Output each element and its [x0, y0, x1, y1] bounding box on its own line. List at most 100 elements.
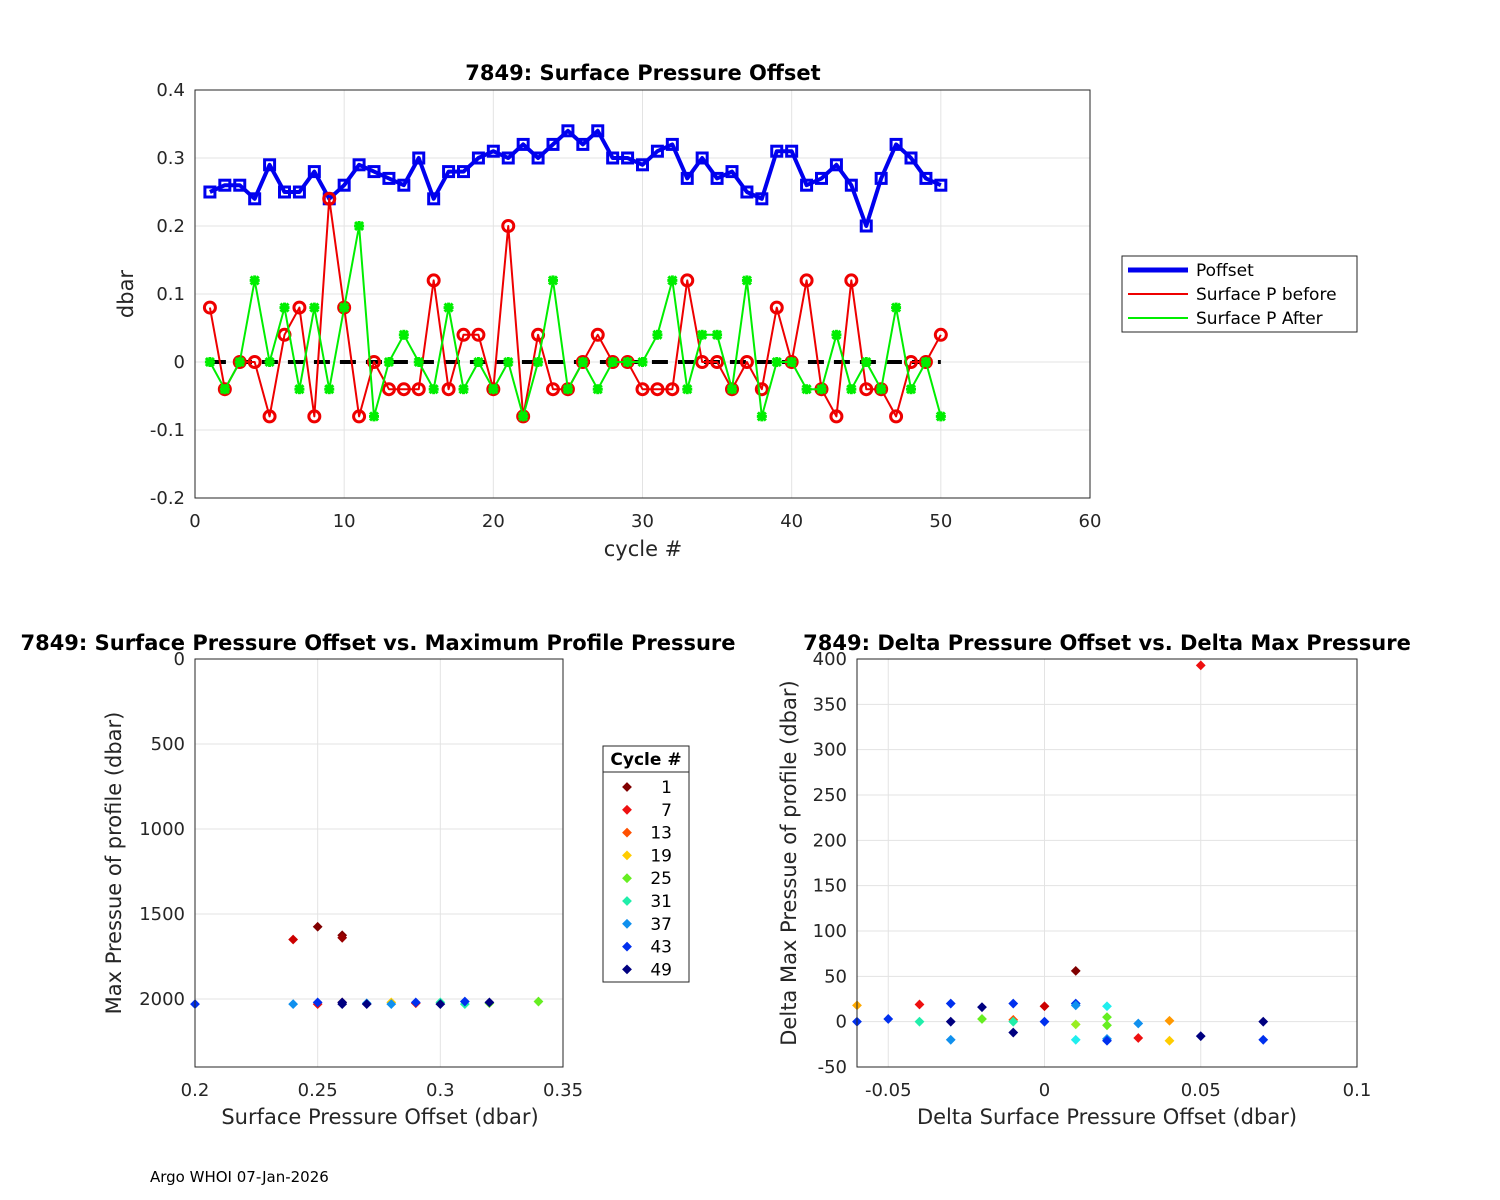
x-tick-label: 20	[482, 511, 505, 532]
surface-p-before-marker	[367, 355, 381, 369]
legend-marker	[622, 804, 632, 815]
y-axis-label: Max Pressue of profile (dbar)	[102, 712, 126, 1015]
surface-p-after-marker	[204, 356, 215, 368]
points	[852, 660, 1269, 1046]
surface-p-after-marker	[920, 356, 931, 368]
scatter-point	[945, 1016, 956, 1027]
marker-stroke	[309, 302, 320, 313]
legend-label-poffset: Poffset	[1196, 261, 1254, 281]
scatter-point	[1070, 1034, 1081, 1045]
poffset-marker	[859, 219, 873, 233]
poffset-marker	[844, 178, 858, 192]
surface-p-after-marker	[354, 220, 365, 232]
scatter-point	[1070, 965, 1081, 976]
points	[190, 921, 544, 1010]
legend-entry-label: 31	[650, 892, 672, 912]
surface-p-after-marker	[562, 384, 573, 395]
surface-p-after-marker	[488, 384, 499, 395]
marker-stroke	[697, 329, 708, 340]
x-tick-label: 0.25	[298, 1080, 338, 1101]
tick-labels: 0 10 20 30 40 50 60 -0.2 -0.1 0 0.1 0.2 0.3 0.4	[150, 80, 1102, 532]
axes-box	[856, 658, 1358, 1068]
surface-p-after-marker	[279, 302, 290, 313]
marker-stroke	[547, 275, 559, 286]
surface-p-after-marker	[249, 275, 260, 286]
surface-p-after-marker	[816, 384, 827, 395]
surface-p-after-marker	[905, 384, 917, 395]
marker-stroke	[592, 384, 603, 395]
legend-entry-label: 13	[650, 824, 672, 844]
surface-p-before-marker	[829, 409, 844, 424]
surface-p-before-marker	[501, 219, 516, 233]
y-tick-label: 0.1	[156, 284, 185, 305]
surface-pressure-offset-chart: 0 10 20 30 40 50 60 -0.2 -0.1 0 0.1 0.2 0.3 0.4 7849:…	[114, 61, 1358, 561]
poffset-marker	[427, 192, 441, 206]
poffset-marker	[218, 178, 232, 192]
poffset-marker	[486, 144, 500, 158]
poffset-marker	[874, 171, 888, 185]
poffset-marker	[665, 137, 679, 151]
x-axis-label: Delta Surface Pressure Offset (dbar)	[917, 1105, 1297, 1129]
marker-stroke	[503, 356, 514, 368]
surface-p-after-marker	[607, 356, 618, 368]
surface-p-after-marker	[846, 384, 857, 395]
legend-box	[602, 745, 690, 983]
legend-label-before: Surface P before	[1196, 285, 1337, 305]
surface-p-before-marker	[650, 382, 665, 397]
poffset-marker	[636, 158, 649, 172]
surface-p-after-marker	[428, 384, 439, 395]
poffset-marker	[307, 165, 321, 179]
y-tick-label: 50	[824, 966, 847, 987]
y-tick-label: 0	[836, 1012, 847, 1033]
poffset-marker	[800, 178, 814, 192]
poffset-marker	[233, 178, 247, 192]
scatter-point	[1133, 1033, 1144, 1043]
surface-p-before-marker	[665, 382, 680, 397]
marker-stroke	[488, 384, 499, 395]
surface-p-after-marker	[398, 329, 409, 340]
poffset-marker	[650, 144, 664, 158]
marker-stroke	[458, 384, 469, 395]
surface-p-before-marker	[799, 273, 814, 288]
x-axis-label: Surface Pressure Offset (dbar)	[221, 1105, 538, 1129]
surface-p-before-marker	[516, 409, 531, 424]
x-tick-label: 0.3	[426, 1080, 455, 1101]
poffset-marker	[621, 151, 635, 165]
marker-stroke	[637, 356, 648, 368]
tick-labels: -0.05 0 0.05 0.1 -50 0 50 100 150 200 250 300 350 400	[813, 649, 1372, 1101]
marker-stroke	[413, 356, 424, 368]
scatter-point	[1258, 1034, 1269, 1045]
surface-p-before-marker	[710, 355, 725, 369]
marker-stroke	[294, 384, 305, 395]
legend-marker	[622, 873, 632, 884]
marker-stroke	[234, 356, 245, 368]
y-tick-label: 0	[174, 352, 185, 373]
scatter-point	[410, 997, 421, 1008]
marker-stroke	[771, 356, 782, 368]
scatter-point	[1195, 1031, 1206, 1042]
scatter-point	[533, 996, 544, 1007]
surface-p-after-marker	[458, 384, 469, 395]
grid	[857, 658, 1358, 1068]
marker-stroke	[339, 302, 350, 313]
marker-stroke	[756, 411, 767, 422]
poffset-marker	[606, 151, 620, 165]
scatter-point	[1164, 1015, 1175, 1026]
surface-p-after-marker	[294, 384, 305, 395]
x-tick-label: 50	[929, 511, 952, 532]
surface-p-before-marker	[411, 382, 426, 397]
x-tick-label: 0.2	[181, 1080, 210, 1101]
poffset-marker	[203, 185, 217, 199]
poffset-marker	[248, 192, 262, 206]
marker-stroke	[324, 384, 335, 395]
surface-p-after-marker	[726, 384, 738, 395]
marker-stroke	[786, 356, 797, 368]
footer-text: Argo WHOI 07-Jan-2026	[150, 1168, 329, 1186]
poffset-marker	[561, 124, 575, 138]
surface-p-before-marker	[352, 409, 367, 424]
surface-p-after-marker	[503, 356, 514, 368]
marker-stroke	[876, 384, 887, 395]
scatter-point	[361, 999, 372, 1010]
y-tick-label: 100	[813, 921, 847, 942]
